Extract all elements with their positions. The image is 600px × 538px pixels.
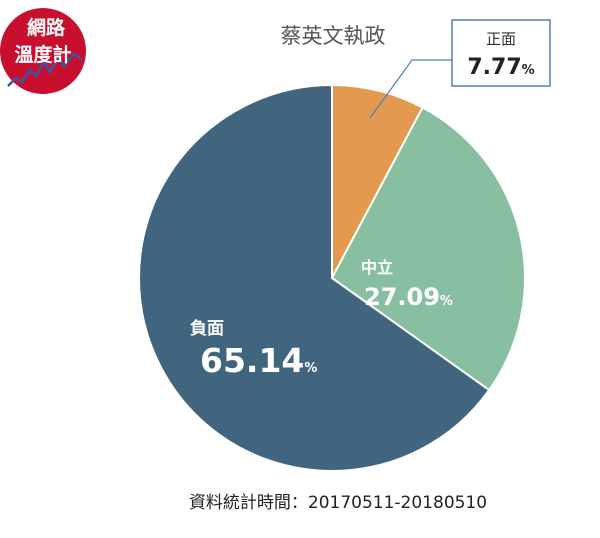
chart-title: 蔡英文執政 xyxy=(281,24,386,48)
logo-badge xyxy=(0,8,86,94)
callout-value-positive-unit: % xyxy=(522,63,535,78)
pie-slices xyxy=(138,83,526,472)
logo-text-line2: 溫度計 xyxy=(14,43,71,66)
slice-value-neutral: 27.09% xyxy=(364,283,453,311)
slice-label-neutral: 中立 xyxy=(361,258,393,277)
logo-text-line1: 網路 xyxy=(27,16,66,39)
slice-value-negative-unit: % xyxy=(304,361,317,376)
slice-value-neutral-number: 27.09 xyxy=(364,283,440,311)
slice-value-negative-number: 65.14 xyxy=(200,341,304,380)
callout-pointer xyxy=(369,59,452,119)
logo-trend-line xyxy=(7,52,83,87)
footnote-date-range: 資料統計時間：20170511-20180510 xyxy=(189,493,487,513)
callout-value-positive-number: 7.77 xyxy=(467,55,521,80)
slice-value-negative: 65.14% xyxy=(200,341,317,380)
logo: 網路 溫度計 xyxy=(0,8,86,94)
callout-value-positive: 7.77% xyxy=(467,55,534,80)
slice-label-negative: 負面 xyxy=(190,319,224,339)
callout-box xyxy=(451,19,551,87)
pie-slice-neutral xyxy=(330,106,526,392)
callout-label-positive: 正面 xyxy=(486,30,516,48)
slice-value-neutral-unit: % xyxy=(440,294,453,309)
callout-positive: 正面 7.77% xyxy=(369,19,551,119)
pie-slice-negative xyxy=(138,83,491,472)
pie-slice-positive xyxy=(331,83,424,279)
